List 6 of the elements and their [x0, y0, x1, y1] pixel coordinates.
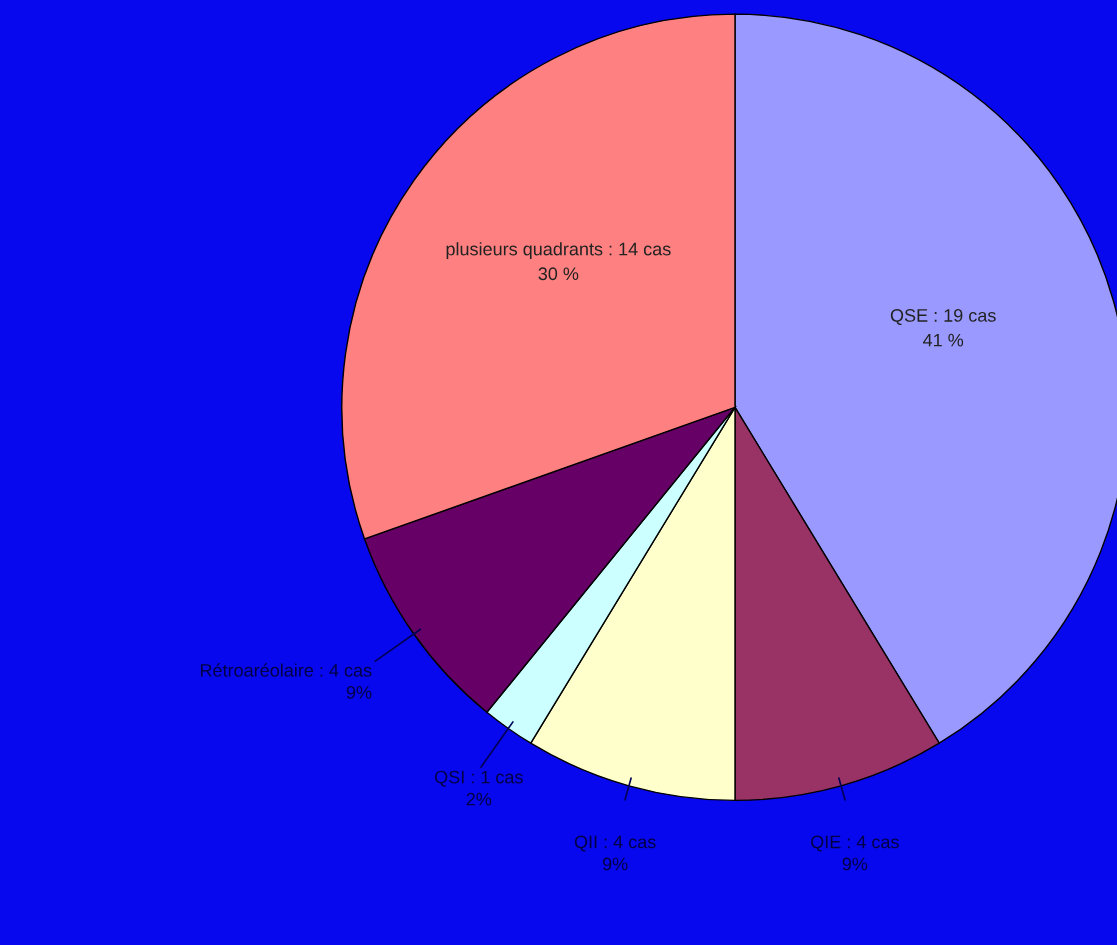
slice-label: QSI : 1 cas 2% — [435, 770, 523, 806]
slice-label: plusieurs quadrants : 14 cas 30 % — [446, 242, 671, 281]
slice-label: QII : 4 cas 9% — [574, 835, 656, 871]
slice-label: QSE : 19 cas 41 % — [890, 309, 996, 347]
slice-label: Rétroaréolaire : 4 cas 9% — [200, 663, 372, 699]
slice-label: QIE : 4 cas 9% — [811, 835, 899, 871]
